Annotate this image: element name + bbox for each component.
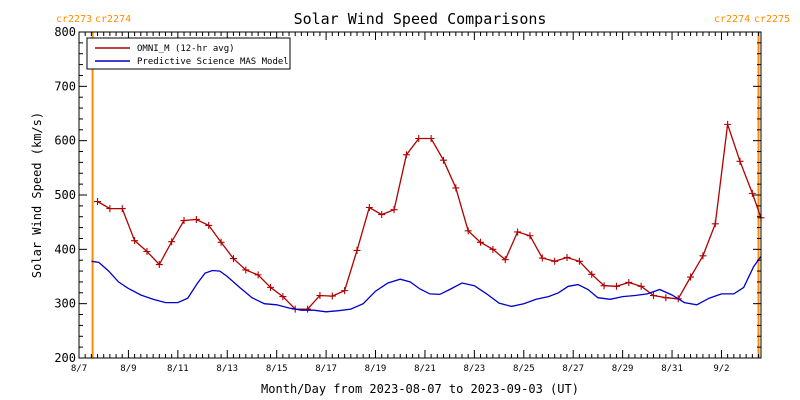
data-point-0-6 [168,238,176,246]
x-tick-label-2: 8/11 [167,364,189,374]
data-point-0-10 [217,238,225,246]
data-point-0-0 [94,198,102,206]
y-tick-label-0: 200 [54,351,76,365]
x-tick-label-3: 8/13 [216,364,238,374]
rotation-markers [91,32,760,358]
legend-label-mas: Predictive Science MAS Model [137,57,289,67]
data-point-0-32 [489,245,497,253]
axes: 200 300 400 500 600 700 800 8/7 8/9 8/11 8/13 8/15 8… [54,25,762,374]
data-point-0-23 [378,211,386,219]
data-point-0-13 [254,271,262,279]
data-point-0-40 [588,270,596,278]
data-point-0-1 [106,205,114,213]
y-tick-label-6: 800 [54,25,76,39]
data-point-0-46 [662,294,670,302]
data-point-0-29 [452,184,460,192]
data-point-0-25 [402,151,410,159]
data-point-0-5 [155,261,163,269]
y-axis-label: Solar Wind Speed (km/s) [30,112,44,278]
data-point-0-41 [600,282,608,290]
series-line-1 [91,256,762,313]
data-point-0-18 [316,292,324,300]
series-layer [91,120,765,313]
data-point-0-19 [328,292,336,300]
data-point-0-38 [563,253,571,261]
data-point-0-51 [724,120,732,128]
rotation-label-cr2274-left: cr2274 [95,14,131,25]
data-point-0-36 [538,254,546,262]
data-point-0-2 [118,205,126,213]
rotation-label-cr2273: cr2273 [56,14,92,25]
y-tick-label-3: 500 [54,188,76,202]
data-point-0-28 [439,156,447,164]
data-point-0-44 [637,282,645,290]
y-tick-label-1: 300 [54,297,76,311]
data-point-0-39 [575,257,583,265]
x-tick-label-6: 8/19 [365,364,387,374]
x-tick-label-0: 8/7 [71,364,87,374]
data-point-0-21 [353,246,361,254]
data-point-0-26 [415,134,423,142]
legend-box [86,37,291,70]
chart-title: Solar Wind Speed Comparisons [294,10,547,28]
data-point-0-24 [390,206,398,214]
data-point-0-3 [131,237,139,245]
data-point-0-48 [687,273,695,281]
rotation-label-right: cr2274 cr2275 [714,14,790,25]
data-point-0-30 [464,227,472,235]
data-point-0-4 [143,248,151,256]
x-tick-label-7: 8/21 [414,364,436,374]
data-point-0-42 [612,282,620,290]
x-tick-label-11: 8/29 [612,364,634,374]
data-point-0-15 [279,293,287,301]
rotation-label-left: cr2273 cr2274 [56,14,131,25]
x-tick-label-9: 8/25 [513,364,535,374]
data-point-0-8 [192,215,200,223]
data-point-0-17 [304,305,312,313]
x-tick-label-4: 8/15 [266,364,288,374]
data-point-0-22 [365,203,373,211]
data-point-0-12 [242,266,250,274]
data-point-0-49 [699,252,707,260]
data-point-0-31 [477,238,485,246]
series-line-0 [97,124,762,310]
x-axis-label: Month/Day from 2023-08-07 to 2023-09-03 … [261,382,579,396]
data-point-0-37 [551,257,559,265]
data-point-0-20 [341,287,349,295]
data-point-0-34 [514,228,522,236]
x-tick-label-13: 9/2 [713,364,729,374]
y-tick-label-2: 400 [54,242,76,256]
x-tick-label-1: 8/9 [120,364,136,374]
data-point-0-7 [180,217,188,225]
x-tick-label-10: 8/27 [562,364,584,374]
data-point-0-33 [501,256,509,264]
data-point-0-52 [736,157,744,165]
x-tick-label-12: 8/31 [661,364,683,374]
x-tick-label-5: 8/17 [315,364,337,374]
legend-label-omni: OMNI_M (12-hr avg) [137,44,235,54]
data-point-0-50 [711,220,719,228]
legend: OMNI_M (12-hr avg) Predictive Science MA… [86,37,291,70]
y-tick-label-4: 600 [54,134,76,148]
data-point-0-53 [748,189,756,197]
x-tick-label-8: 8/23 [464,364,486,374]
rotation-label-cr2274-right: cr2274 [714,14,750,25]
data-point-0-43 [625,278,633,286]
rotation-label-cr2275: cr2275 [754,14,790,25]
data-point-0-35 [526,232,534,240]
plot-frame [78,31,762,359]
data-point-0-11 [229,255,237,263]
y-tick-label-5: 700 [54,79,76,93]
data-point-0-45 [650,292,658,300]
data-point-0-9 [205,221,213,229]
data-point-0-27 [427,134,435,142]
data-point-0-14 [267,283,275,291]
